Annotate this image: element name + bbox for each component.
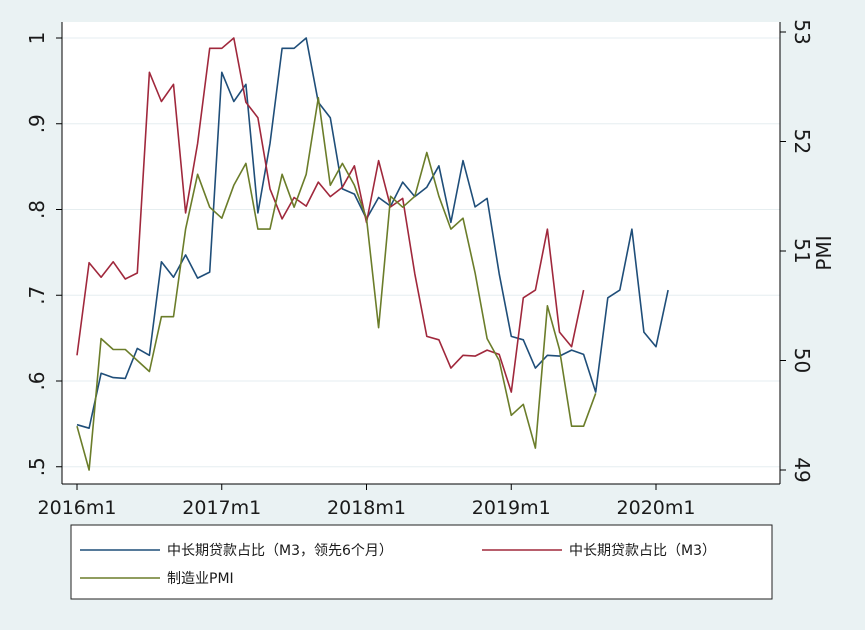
series-layer: [76, 37, 669, 471]
y-left-tick-label-5: 1: [25, 32, 49, 45]
y-left-tick-label-2: .7: [25, 286, 49, 305]
legend-box: [70, 524, 773, 600]
legend-label-series-2: 中长期贷款占比（M3）: [569, 543, 716, 559]
y-right-tick-label-2: 51: [790, 238, 814, 263]
y-right-tick-label-3: 52: [790, 129, 814, 154]
grid-lines: [62, 37, 780, 468]
x-tick-label-3: 2019m1: [472, 497, 551, 519]
y-left-tick-label-4: .9: [25, 114, 49, 133]
series-line-1: [76, 37, 669, 430]
series-line-2: [76, 37, 585, 393]
x-tick-label-0: 2016m1: [38, 497, 117, 519]
legend-label-series-1: 中长期贷款占比（M3，领先6个月）: [167, 543, 393, 559]
legend: 中长期贷款占比（M3，领先6个月） 中长期贷款占比（M3） 制造业PMI: [70, 524, 773, 600]
x-tick-label-4: 2020m1: [617, 497, 696, 519]
x-tick-label-1: 2017m1: [182, 497, 261, 519]
series-line-3: [76, 96, 597, 471]
plot-area: [62, 22, 780, 484]
right-axis-title: PMI: [812, 235, 836, 270]
y-right-tick-label-1: 50: [790, 348, 814, 373]
tick-layer: .5 .6 .7 .8 .9 1 49 50 51 52 53 2016m1 2017m1 2018m1 2…: [25, 19, 814, 519]
legend-label-series-3: 制造业PMI: [167, 571, 234, 587]
x-tick-label-2: 2018m1: [327, 497, 406, 519]
y-left-tick-label-0: .5: [25, 457, 49, 476]
y-left-tick-label-1: .6: [25, 371, 49, 390]
axes: [61, 22, 781, 485]
y-left-tick-label-3: .8: [25, 200, 49, 219]
y-right-tick-label-4: 53: [790, 19, 814, 44]
y-right-tick-label-0: 49: [790, 457, 814, 482]
